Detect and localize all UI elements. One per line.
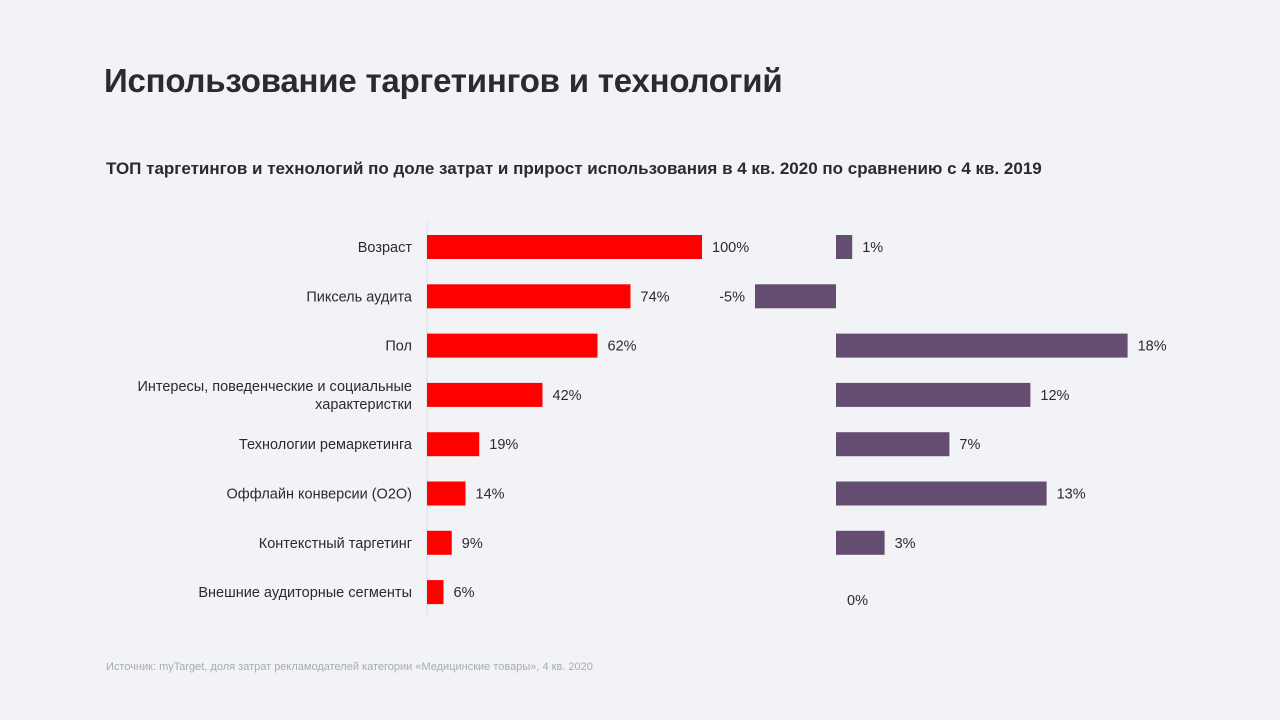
growth-value-label: 0% [847, 593, 868, 609]
share-bar [427, 235, 702, 259]
share-value-label: 14% [476, 487, 505, 503]
category-label: Технологии ремаркетинга [239, 437, 413, 453]
share-value-label: 19% [489, 437, 518, 453]
growth-bar [836, 333, 1128, 358]
growth-value-label: -5% [719, 289, 745, 305]
growth-bar [836, 530, 885, 555]
category-label-line: Контекстный таргетинг [259, 536, 412, 552]
category-label-line: Технологии ремаркетинга [239, 437, 413, 453]
share-bar [427, 580, 444, 605]
category-label-line: характеристки [315, 397, 412, 413]
growth-series: 1% -5% 18% 12% 7% 13% 3% 0% [719, 235, 1167, 609]
growth-value-label: 3% [895, 536, 916, 552]
share-bar [427, 481, 466, 506]
growth-value-label: 12% [1040, 388, 1069, 404]
category-label-line: Возраст [358, 240, 413, 256]
category-label: Внешние аудиторные сегменты [198, 585, 412, 601]
share-series: 100% 74% 62% 42% 19% 14% 9% 6% [427, 235, 749, 605]
share-value-label: 42% [553, 388, 582, 404]
growth-bar [755, 284, 836, 309]
share-bar [427, 530, 452, 555]
category-label-line: Оффлайн конверсии (O2O) [227, 487, 412, 503]
share-bar [427, 432, 480, 457]
category-label: Возраст [358, 240, 413, 256]
growth-value-label: 18% [1138, 339, 1167, 355]
category-label: Оффлайн конверсии (O2O) [227, 487, 412, 503]
category-label: Контекстный таргетинг [259, 536, 412, 552]
source-note: Источник: myTarget, доля затрат рекламод… [106, 661, 593, 673]
growth-bar [836, 481, 1047, 506]
category-label: Пол [385, 339, 412, 355]
page-title: Использование таргетингов и технологий [104, 62, 783, 99]
growth-value-label: 1% [862, 240, 883, 256]
growth-value-label: 13% [1057, 487, 1086, 503]
chart-subtitle: ТОП таргетингов и технологий по доле зат… [106, 159, 1042, 178]
share-bar [427, 284, 631, 309]
category-label-line: Интересы, поведенческие и социальные [137, 379, 412, 395]
category-label-line: Пол [385, 339, 412, 355]
growth-bar [836, 382, 1031, 407]
category-label-line: Внешние аудиторные сегменты [198, 585, 412, 601]
growth-value-label: 7% [959, 437, 980, 453]
share-value-label: 62% [608, 339, 637, 355]
share-bar [427, 382, 543, 407]
share-value-label: 9% [462, 536, 483, 552]
category-label-line: Пиксель аудита [306, 289, 413, 305]
share-value-label: 74% [641, 289, 670, 305]
share-value-label: 100% [712, 240, 749, 256]
share-value-label: 6% [454, 585, 475, 601]
share-bar [427, 333, 598, 358]
category-labels: Возраст Пиксель аудита Пол Интересы, поведе… [137, 240, 412, 601]
category-label: Интересы, поведенческие и социальные хара… [137, 379, 412, 413]
category-label: Пиксель аудита [306, 289, 413, 305]
growth-bar [836, 235, 853, 259]
growth-bar [836, 432, 950, 457]
